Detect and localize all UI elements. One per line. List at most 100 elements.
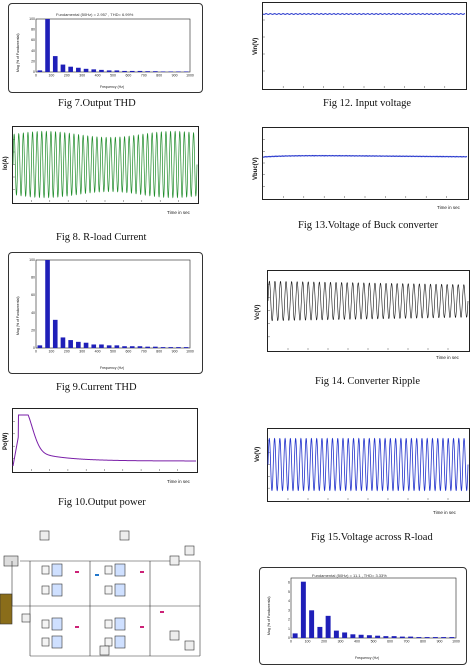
fig13-plot: [262, 127, 469, 200]
fig8-waveform: [12, 130, 198, 202]
bar: [153, 346, 158, 348]
bar: [424, 637, 430, 638]
fig10-waveform: [12, 414, 196, 471]
x-tick-label: 400: [354, 640, 360, 644]
block: [184, 545, 195, 556]
fig9-ylabel: Mag (% of Fundamental): [16, 296, 20, 335]
x-tick-label: 500: [110, 350, 116, 354]
bar: [45, 260, 50, 348]
fig7-ylabel: Mag (% of Fundamental): [16, 33, 20, 72]
y-tick-label: 40: [31, 311, 35, 315]
bar: [37, 70, 43, 72]
y-tick-label: 1: [288, 627, 290, 631]
block: [39, 530, 50, 541]
y-tick-label: 100: [29, 258, 35, 262]
bar: [114, 345, 120, 348]
x-tick-label: 1000: [452, 640, 460, 644]
bar: [145, 346, 150, 348]
block: [104, 637, 113, 647]
y-tick-label: 60: [31, 38, 35, 42]
y-tick-label: 2: [288, 618, 290, 622]
block: [41, 637, 50, 647]
x-tick-label: 900: [172, 74, 178, 78]
y-tick-label: 20: [31, 328, 35, 332]
fig14-ylabel: Vc(V): [255, 304, 261, 320]
bar: [383, 636, 389, 638]
x-tick-label: 800: [156, 74, 162, 78]
fig10-time-label: Time in sec: [167, 479, 190, 484]
bar: [449, 637, 455, 638]
bar: [160, 71, 166, 72]
x-tick-label: 100: [305, 640, 311, 644]
bar: [399, 636, 405, 638]
block: [41, 565, 50, 575]
bar: [129, 70, 135, 72]
bar: [60, 337, 66, 348]
fig16-chart: 0 1 2 3 4 5 6 0 100 200 300 400 500 600 700 800 900 1000: [288, 577, 460, 644]
x-tick-label: 100: [48, 350, 54, 354]
bar: [292, 633, 298, 638]
block: [41, 585, 50, 595]
x-tick-label: 700: [141, 350, 147, 354]
y-tick-label: 20: [31, 59, 35, 63]
simulink-model-diagram: [0, 530, 201, 657]
bar: [129, 346, 135, 348]
bar: [45, 19, 50, 72]
bar: [37, 345, 43, 348]
bar: [99, 69, 104, 72]
fig14-time-label: Time in sec: [436, 355, 459, 360]
bar: [76, 67, 81, 72]
bar: [309, 610, 315, 638]
bar: [68, 340, 73, 348]
x-tick-label: 700: [141, 74, 147, 78]
block: [104, 619, 113, 629]
bar: [342, 632, 348, 638]
fig15-caption: Fig 15.Voltage across R-load: [311, 532, 433, 543]
y-tick-label: 5: [288, 590, 290, 594]
bar: [114, 70, 120, 72]
y-tick-label: 3: [288, 608, 290, 612]
fig12-caption: Fig 12. Input voltage: [323, 98, 412, 109]
x-tick-label: 800: [156, 350, 162, 354]
block: [51, 563, 63, 577]
x-tick-label: 600: [125, 74, 131, 78]
bar: [350, 634, 356, 638]
waveform-trace: [262, 13, 466, 15]
block: [114, 635, 126, 649]
block: [169, 555, 180, 566]
fig15-waveform: [267, 437, 469, 500]
y-tick-label: 80: [31, 28, 35, 32]
fig7-caption: Fig 7.Output THD: [58, 98, 136, 109]
x-tick-label: 100: [48, 74, 54, 78]
x-tick-label: 500: [371, 640, 377, 644]
bar: [183, 71, 189, 72]
bar: [300, 581, 306, 638]
fig7-xlabel: Frequency (Hz): [100, 85, 125, 89]
x-tick-label: 1000: [186, 350, 194, 354]
y-tick-label: 0: [33, 346, 35, 350]
fig7-fft-title: Fundamental (50Hz) = 2.957 , THD= 6.99%: [56, 12, 134, 17]
fig10-ylabel: Po(W): [3, 432, 9, 450]
bar: [106, 70, 112, 72]
x-tick-label: 300: [79, 74, 85, 78]
block: [104, 565, 113, 575]
fig13-time-label: Time in sec: [437, 205, 460, 210]
fig13-ylabel: Vbuc(V): [253, 157, 259, 180]
fig14-caption: Fig 14. Converter Ripple: [315, 376, 420, 387]
x-tick-label: 500: [110, 74, 116, 78]
bar: [153, 71, 158, 72]
y-tick-label: 80: [31, 276, 35, 280]
fig10-plot: [12, 408, 198, 473]
x-tick-label: 700: [404, 640, 410, 644]
fig16-ylabel: Mag (% of Fundamental): [267, 596, 271, 635]
bar: [416, 637, 422, 638]
x-tick-label: 300: [338, 640, 344, 644]
waveform-trace: [267, 437, 469, 492]
x-tick-label: 900: [172, 350, 178, 354]
bar: [122, 346, 127, 348]
bar: [408, 636, 414, 638]
fig14-waveform: [267, 280, 469, 350]
bar: [160, 347, 166, 348]
